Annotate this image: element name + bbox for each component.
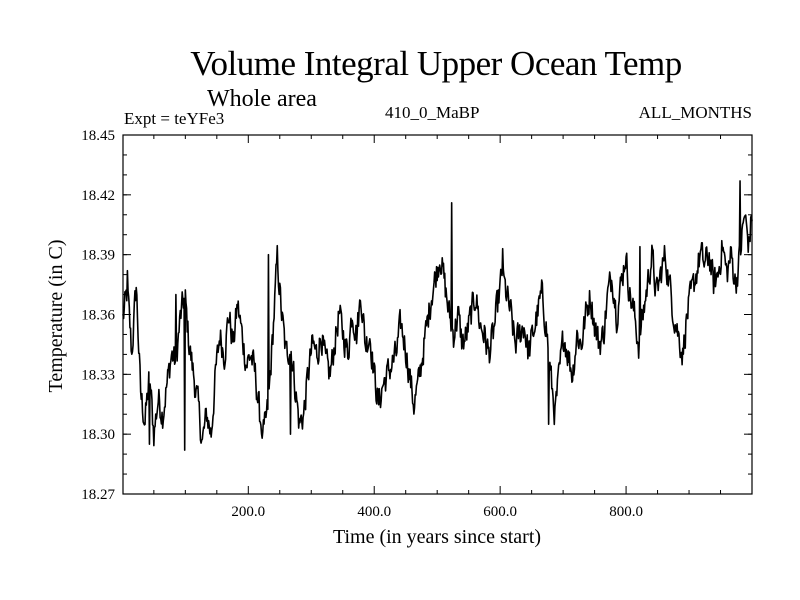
plot-frame — [122, 134, 753, 495]
experiment-label: Expt = teYFe3 — [124, 109, 225, 128]
y-tick-label: 18.39 — [81, 248, 115, 264]
chart-title: Volume Integral Upper Ocean Temp — [190, 44, 682, 83]
y-tick-label: 18.45 — [81, 128, 115, 144]
y-tick-label: 18.30 — [81, 427, 115, 443]
temperature-series-line — [122, 180, 753, 451]
x-tick-label: 600.0 — [483, 504, 517, 520]
y-tick-label: 18.27 — [81, 487, 115, 503]
y-tick-label: 18.36 — [81, 308, 115, 324]
x-tick-label: 400.0 — [357, 504, 391, 520]
x-tick-label: 200.0 — [231, 504, 265, 520]
y-axis-label: Temperature (in C) — [45, 240, 67, 393]
months-label: ALL_MONTHS — [638, 103, 752, 122]
y-tick-label: 18.33 — [81, 367, 115, 383]
y-tick-label: 18.42 — [81, 188, 115, 204]
period-label: 410_0_MaBP — [385, 103, 480, 122]
x-axis-label: Time (in years since start) — [333, 526, 541, 548]
x-tick-label: 800.0 — [609, 504, 643, 520]
chart-subtitle: Whole area — [207, 86, 317, 112]
